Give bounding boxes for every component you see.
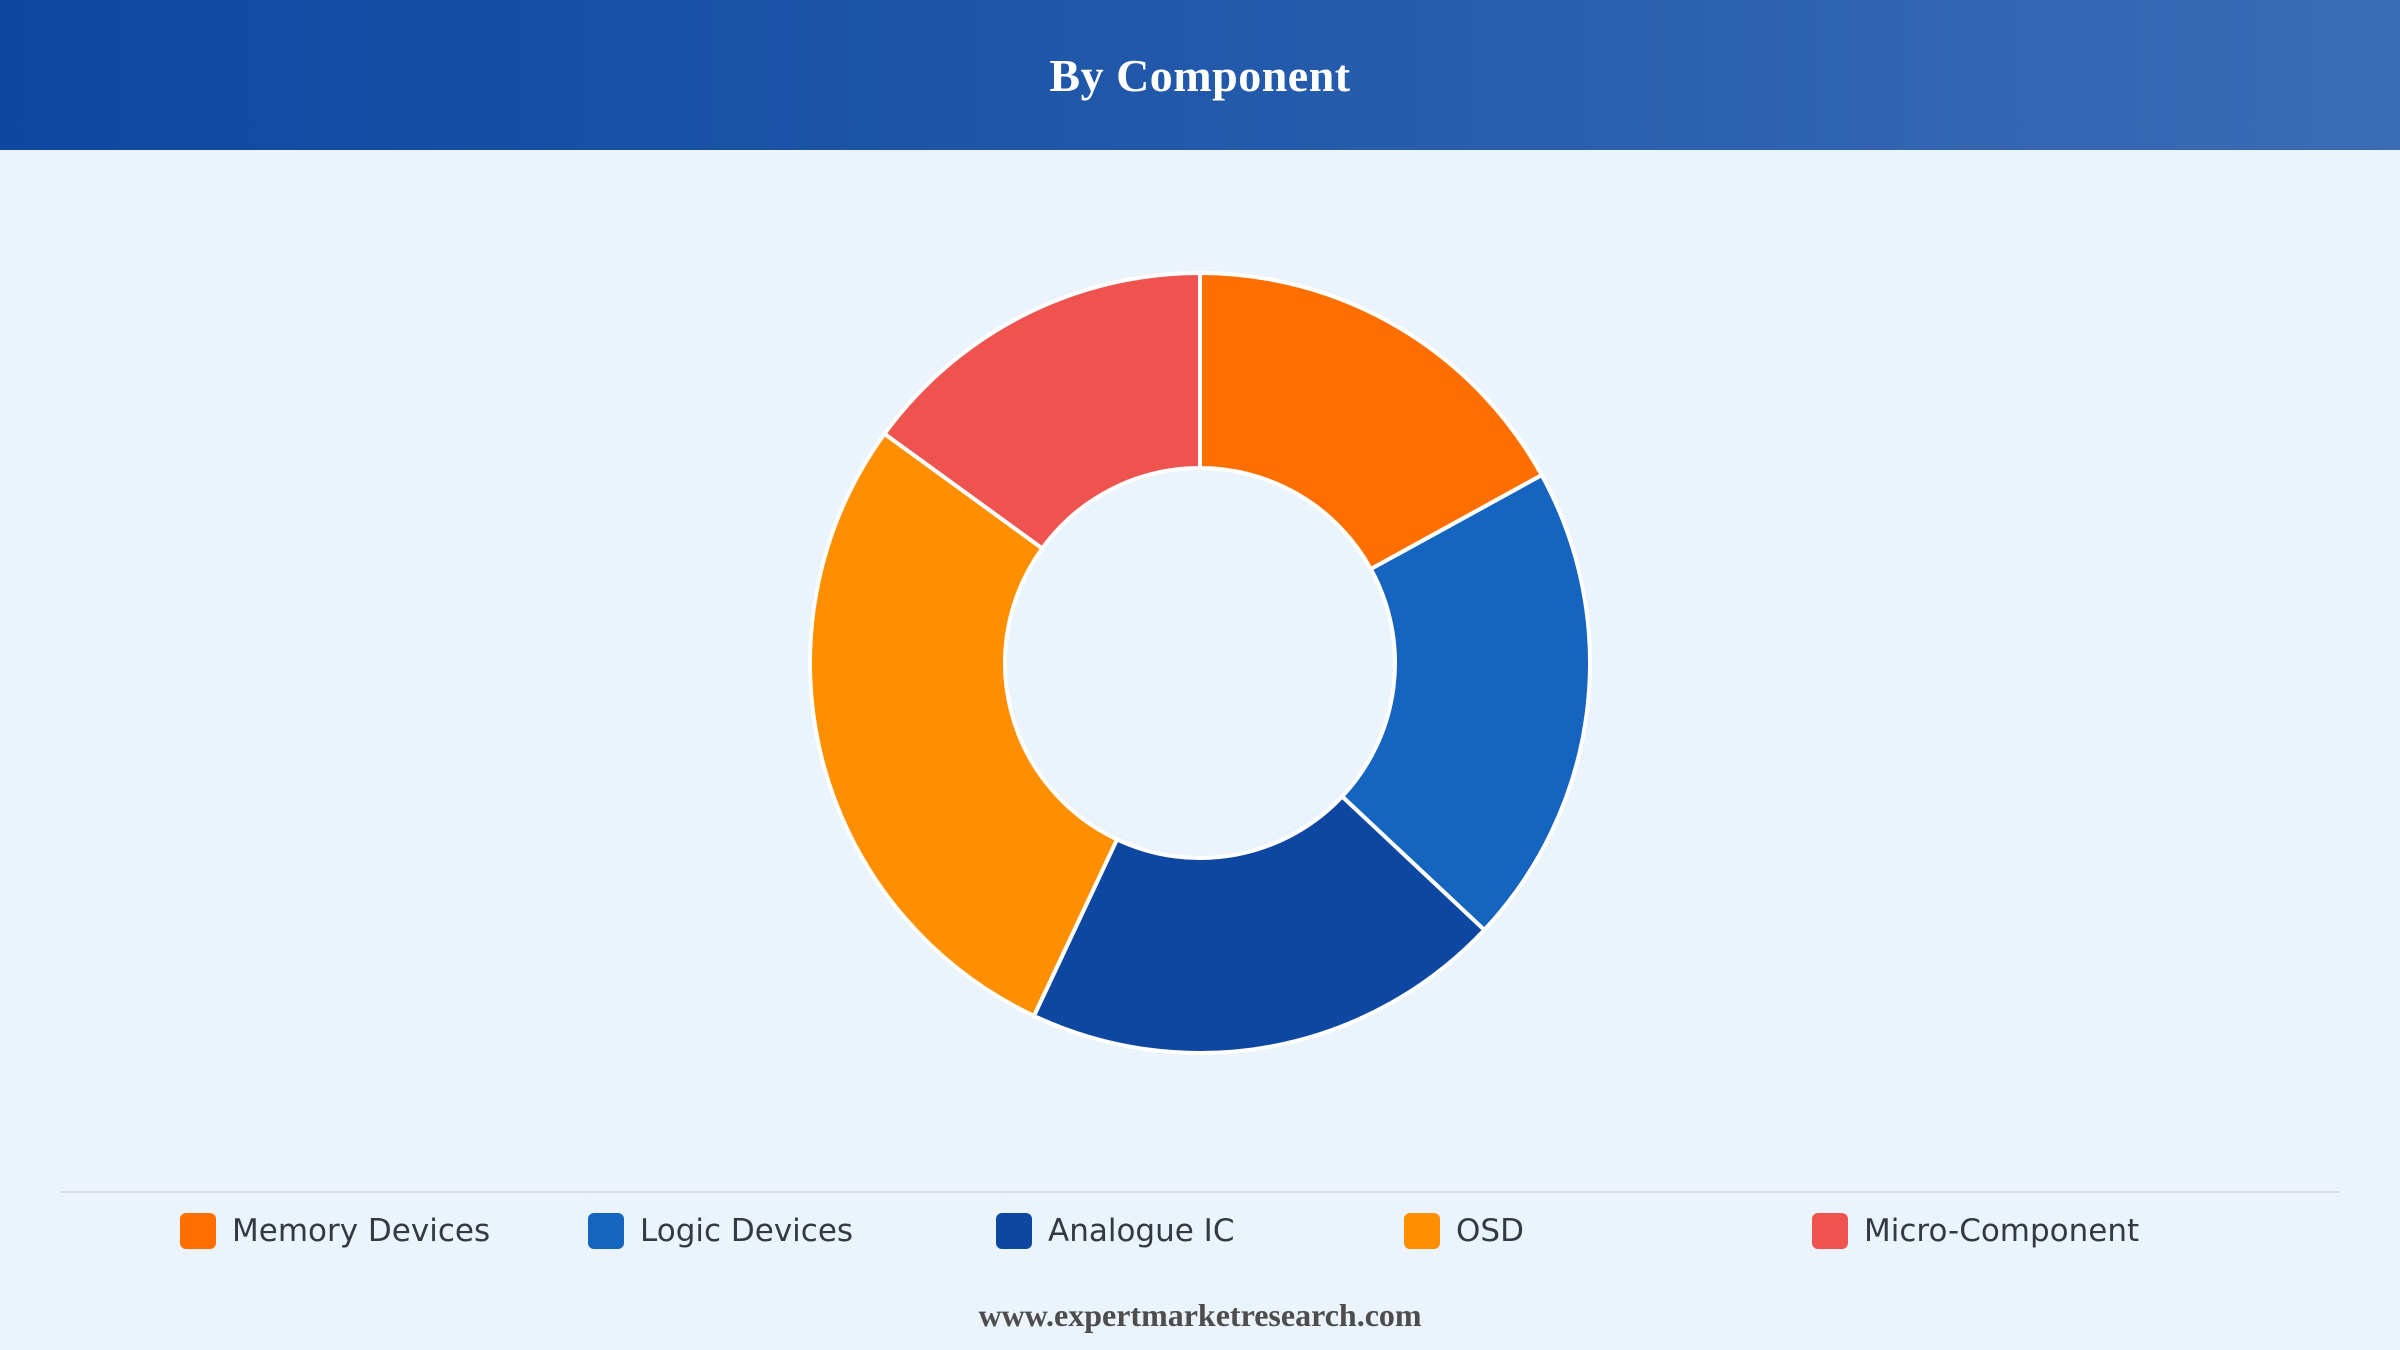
header-bar: By Component	[0, 0, 2400, 150]
slice-micro-component[interactable]	[882, 271, 1202, 551]
donut-chart	[808, 271, 1593, 1055]
legend-item-logic-devices[interactable]: Logic Devices	[588, 1204, 853, 1258]
chart-area	[0, 150, 2400, 1190]
legend-label: Micro-Component	[1864, 1213, 2140, 1249]
legend-label: Analogue IC	[1048, 1213, 1235, 1249]
legend-item-analogue-ic[interactable]: Analogue IC	[996, 1204, 1234, 1258]
slice-logic-devices[interactable]	[1340, 473, 1593, 932]
legend-swatch	[1404, 1213, 1440, 1249]
slice-memory-devices[interactable]	[1198, 271, 1544, 572]
legend-item-memory-devices[interactable]: Memory Devices	[180, 1204, 490, 1258]
legend-swatch	[588, 1213, 624, 1249]
legend: Memory Devices Logic Devices Analogue IC OS…	[0, 1204, 2400, 1258]
legend-swatch	[1812, 1213, 1848, 1249]
legend-item-micro-component[interactable]: Micro-Component	[1812, 1204, 2139, 1258]
legend-swatch	[180, 1213, 216, 1249]
legend-item-osd[interactable]: OSD	[1404, 1204, 1524, 1258]
source-url: www.expertmarketresearch.com	[978, 1297, 1422, 1333]
legend-label: Logic Devices	[640, 1213, 854, 1249]
legend-divider	[60, 1191, 2340, 1193]
slice-analogue-ic[interactable]	[1031, 794, 1487, 1055]
legend-swatch	[996, 1213, 1032, 1249]
chart-title: By Component	[1049, 49, 1351, 101]
legend-label: OSD	[1456, 1213, 1524, 1249]
legend-label: Memory Devices	[232, 1213, 491, 1249]
slice-osd[interactable]	[808, 431, 1119, 1018]
